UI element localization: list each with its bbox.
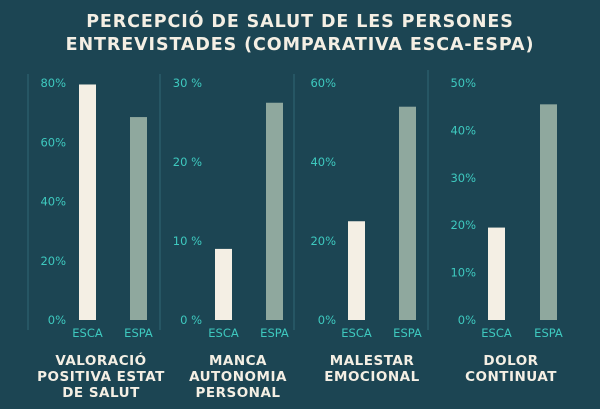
panel-2-label-line: MANCA bbox=[209, 353, 267, 369]
panel-1-category-label: ESCA bbox=[72, 326, 103, 340]
panel-1-tick-label: 0% bbox=[48, 313, 66, 327]
panel-4-label-line: CONTINUAT bbox=[465, 369, 557, 385]
panel-4-tick-label: 40% bbox=[450, 123, 476, 137]
panel-2-tick-label: 0 % bbox=[180, 313, 202, 327]
panel-4-tick-label: 0% bbox=[458, 313, 476, 327]
panel-2-label-line: PERSONAL bbox=[195, 385, 280, 401]
panel-3-tick-label: 20% bbox=[310, 234, 336, 248]
panel-3-tick-label: 0% bbox=[318, 313, 336, 327]
panel-2-bar-espa bbox=[266, 102, 283, 320]
panel-3-label-line: MALESTAR bbox=[330, 353, 415, 369]
panel-2-bar-esca bbox=[215, 248, 232, 320]
panel-1-category-label: ESPA bbox=[124, 326, 153, 340]
panel-2-category-label: ESPA bbox=[260, 326, 289, 340]
panel-4-category-label: ESCA bbox=[481, 326, 512, 340]
panel-4-category-label: ESPA bbox=[534, 326, 563, 340]
chart-title-line-1: PERCEPCIÓ DE SALUT DE LES PERSONES bbox=[86, 12, 514, 32]
panel-4-tick-label: 30% bbox=[450, 171, 476, 185]
panel-1-tick-label: 40% bbox=[40, 195, 66, 209]
panel-3-bar-espa bbox=[399, 106, 416, 320]
panel-2-category-label: ESCA bbox=[208, 326, 239, 340]
panel-3-bar-esca bbox=[348, 221, 365, 320]
panel-2-tick-label: 30 % bbox=[173, 76, 202, 90]
panel-3-label-line: EMOCIONAL bbox=[324, 369, 419, 385]
panel-4-tick-label: 20% bbox=[450, 218, 476, 232]
panel-1-bar-espa bbox=[130, 117, 147, 320]
panel-4-label-line: DOLOR bbox=[483, 353, 538, 369]
panel-3-tick-label: 60% bbox=[310, 76, 336, 90]
panel-3-category-label: ESPA bbox=[393, 326, 422, 340]
panel-2-tick-label: 10 % bbox=[173, 234, 202, 248]
panel-1-label-line: POSITIVA ESTAT bbox=[37, 369, 165, 385]
chart-title-line-2: ENTREVISTADES (COMPARATIVA ESCA-ESPA) bbox=[65, 35, 535, 55]
panel-4-tick-label: 10% bbox=[450, 266, 476, 280]
panel-2-tick-label: 20 % bbox=[173, 155, 202, 169]
panel-3-category-label: ESCA bbox=[341, 326, 372, 340]
panel-1-tick-label: 80% bbox=[40, 76, 66, 90]
panel-4-tick-label: 50% bbox=[450, 76, 476, 90]
panel-1-label-line: DE SALUT bbox=[62, 385, 140, 401]
panel-1-bar-esca bbox=[79, 84, 96, 320]
panel-4-bar-esca bbox=[488, 227, 505, 320]
panel-1-label-line: VALORACIÓ bbox=[55, 351, 146, 369]
panel-1-tick-label: 60% bbox=[40, 135, 66, 149]
panel-1-tick-label: 20% bbox=[40, 254, 66, 268]
panel-2-label-line: AUTONOMIA bbox=[189, 369, 287, 385]
panel-4-bar-espa bbox=[540, 104, 557, 320]
panel-3-tick-label: 40% bbox=[310, 155, 336, 169]
